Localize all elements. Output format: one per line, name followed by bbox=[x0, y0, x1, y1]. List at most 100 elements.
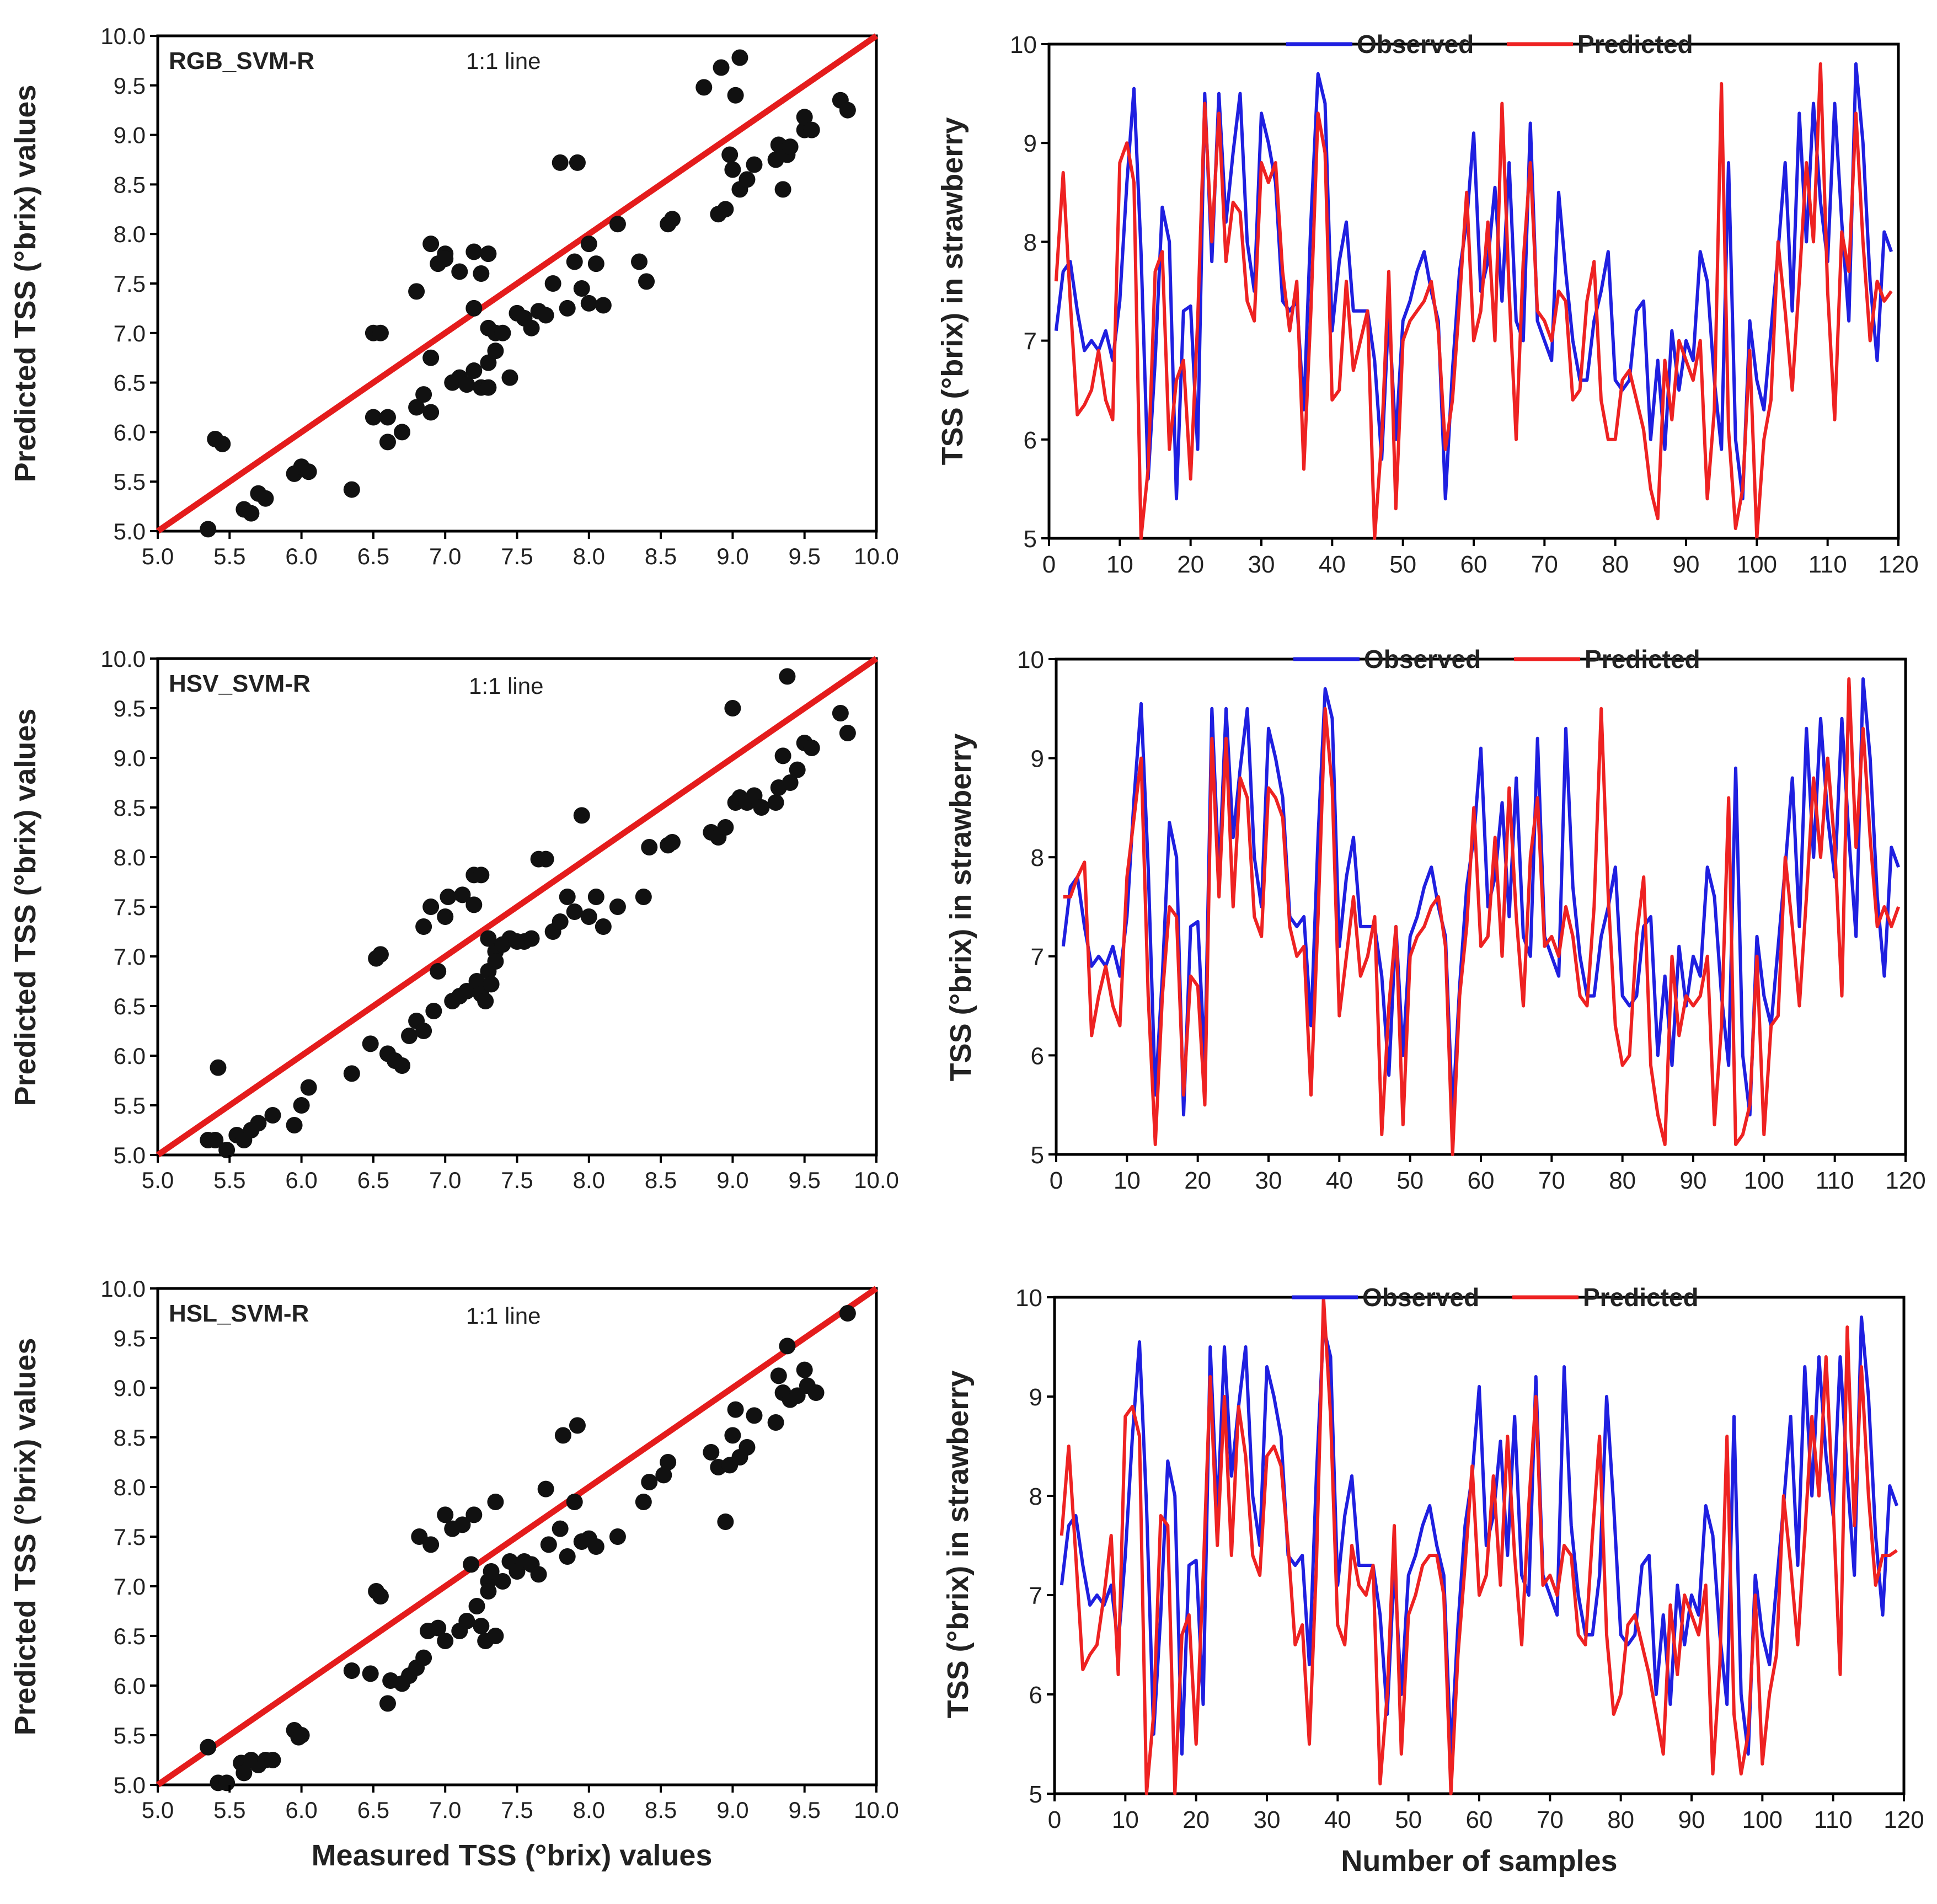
scatter-point bbox=[394, 1057, 411, 1074]
line-y-axis-title: TSS (°brix) in strawberry bbox=[936, 117, 969, 466]
x-tick-label: 10.0 bbox=[854, 543, 899, 569]
scatter-point bbox=[559, 1548, 576, 1565]
panel-label: RGB_SVM-R bbox=[169, 47, 314, 74]
axis-ticks: 0 10 20 30 40 50 60 70 80 90 100 110 120 5 6 7 8 9 10 bbox=[1015, 1285, 1924, 1833]
scatter-point bbox=[544, 275, 561, 292]
y-tick-label: 8.5 bbox=[114, 795, 146, 821]
x-tick-label: 9.5 bbox=[789, 1167, 821, 1193]
scatter-point bbox=[796, 1361, 813, 1378]
legend-observed-label: Observed bbox=[1364, 645, 1481, 673]
scatter-point bbox=[454, 886, 471, 903]
y-tick-label: 7 bbox=[1029, 1582, 1042, 1609]
scatter-y-axis-title: Predicted TSS (°brix) values bbox=[9, 1338, 42, 1736]
scatter-point bbox=[724, 1427, 741, 1444]
one-to-one-label: 1:1 line bbox=[469, 673, 543, 699]
scatter-point bbox=[293, 1097, 310, 1114]
scatter-point bbox=[559, 889, 576, 905]
x-tick-label: 40 bbox=[1324, 1806, 1351, 1833]
scatter-point bbox=[727, 87, 744, 104]
x-tick-label: 8.0 bbox=[573, 543, 605, 569]
x-tick-label: 5.0 bbox=[142, 1797, 174, 1823]
x-tick-label: 50 bbox=[1395, 1806, 1422, 1833]
scatter-point bbox=[451, 263, 468, 280]
scatter-point bbox=[437, 250, 454, 268]
scatter-point bbox=[394, 424, 411, 441]
scatter-point bbox=[494, 1573, 511, 1590]
scatter-point bbox=[300, 463, 317, 480]
scatter-point bbox=[635, 889, 652, 905]
scatter-point bbox=[236, 1764, 253, 1782]
scatter-point bbox=[415, 918, 432, 935]
scatter-point bbox=[218, 1774, 236, 1791]
legend-observed-label: Observed bbox=[1357, 30, 1474, 58]
scatter-point bbox=[554, 1427, 571, 1444]
legend: Observed Predicted bbox=[1293, 645, 1700, 673]
y-tick-label: 7.5 bbox=[114, 894, 146, 920]
scatter-point bbox=[839, 101, 856, 119]
y-tick-label: 7.5 bbox=[114, 271, 146, 297]
x-tick-label: 70 bbox=[1531, 551, 1558, 578]
x-tick-label: 7.0 bbox=[429, 1797, 461, 1823]
scatter-point bbox=[587, 255, 604, 272]
x-tick-label: 30 bbox=[1254, 1806, 1281, 1833]
scatter-point bbox=[609, 1528, 626, 1545]
scatter-point bbox=[789, 761, 806, 778]
scatter-point bbox=[422, 349, 440, 366]
scatter-point bbox=[724, 161, 741, 178]
x-tick-label: 80 bbox=[1609, 1167, 1636, 1194]
y-tick-label: 8 bbox=[1029, 1483, 1042, 1510]
y-tick-label: 9.5 bbox=[114, 1325, 146, 1351]
scatter-point bbox=[465, 362, 483, 379]
scatter-point bbox=[580, 236, 597, 253]
x-tick-label: 10 bbox=[1114, 1167, 1141, 1194]
x-tick-label: 30 bbox=[1248, 551, 1275, 578]
y-tick-label: 6.5 bbox=[114, 370, 146, 396]
scatter-point bbox=[638, 273, 655, 290]
x-tick-label: 6.5 bbox=[357, 1797, 389, 1823]
scatter-point bbox=[362, 1665, 379, 1682]
y-tick-label: 7.0 bbox=[114, 1574, 146, 1600]
y-tick-label: 9 bbox=[1024, 130, 1037, 157]
y-tick-label: 5.5 bbox=[114, 1093, 146, 1119]
scatter-point bbox=[207, 1132, 224, 1148]
y-tick-label: 5.5 bbox=[114, 469, 146, 495]
scatter-point bbox=[569, 154, 586, 171]
scatter-point bbox=[580, 908, 597, 925]
x-tick-label: 110 bbox=[1816, 1167, 1854, 1194]
scatter-point bbox=[473, 265, 490, 282]
scatter-point bbox=[537, 307, 554, 324]
legend-observed-label: Observed bbox=[1362, 1283, 1479, 1312]
scatter-point bbox=[580, 295, 597, 312]
y-tick-label: 7 bbox=[1024, 328, 1037, 355]
line-y-axis-title: TSS (°brix) in strawberry bbox=[944, 734, 977, 1082]
y-tick-label: 5 bbox=[1031, 1142, 1044, 1169]
scatter-point bbox=[566, 253, 583, 270]
one-to-one-line bbox=[156, 656, 879, 1158]
scatter-point bbox=[408, 283, 425, 300]
x-tick-label: 80 bbox=[1602, 551, 1629, 578]
scatter-point bbox=[537, 1480, 554, 1497]
scatter-points bbox=[156, 656, 879, 1158]
predicted-series-line bbox=[1054, 62, 1893, 540]
x-tick-label: 50 bbox=[1389, 551, 1416, 578]
y-tick-label: 8 bbox=[1031, 844, 1044, 871]
y-tick-label: 9 bbox=[1031, 746, 1044, 773]
scatter-point bbox=[243, 505, 260, 522]
scatter-point bbox=[695, 79, 713, 96]
legend: Observed Predicted bbox=[1286, 30, 1693, 58]
y-tick-label: 9 bbox=[1029, 1384, 1042, 1411]
x-tick-label: 0 bbox=[1048, 1806, 1061, 1833]
y-tick-label: 7.5 bbox=[114, 1524, 146, 1550]
scatter-point bbox=[717, 201, 734, 218]
scatter-point bbox=[746, 787, 763, 804]
scatter-point bbox=[200, 1739, 217, 1756]
scatter-point bbox=[286, 1117, 303, 1133]
scatter-point bbox=[839, 1305, 856, 1322]
x-tick-label: 0 bbox=[1042, 551, 1056, 578]
x-tick-label: 5.5 bbox=[213, 1167, 245, 1193]
scatter-point bbox=[408, 399, 425, 416]
axis-ticks: 0 10 20 30 40 50 60 70 80 90 100 110 120 5 6 7 8 9 10 bbox=[1010, 31, 1919, 578]
scatter-point bbox=[487, 1494, 504, 1510]
y-tick-label: 6.0 bbox=[114, 419, 146, 445]
scatter-point bbox=[379, 409, 396, 426]
